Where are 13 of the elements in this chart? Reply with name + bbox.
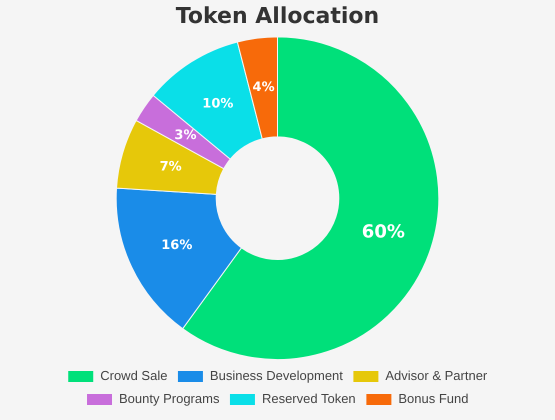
legend-label: Crowd Sale (100, 368, 168, 384)
legend-label: Business Development (210, 368, 344, 384)
legend-label: Bounty Programs (119, 391, 220, 406)
data-label: 60% (362, 221, 405, 242)
data-label: 4% (252, 80, 275, 96)
data-label: 16% (161, 238, 192, 253)
data-label: 7% (160, 160, 182, 175)
data-label: 3% (174, 128, 196, 144)
chart-title: Token Allocation (176, 4, 380, 29)
legend-label: Bonus Fund (398, 391, 468, 406)
data-label: 10% (202, 96, 234, 112)
legend-label: Advisor & Partner (385, 368, 488, 384)
legend-label: Reserved Token (262, 391, 356, 406)
